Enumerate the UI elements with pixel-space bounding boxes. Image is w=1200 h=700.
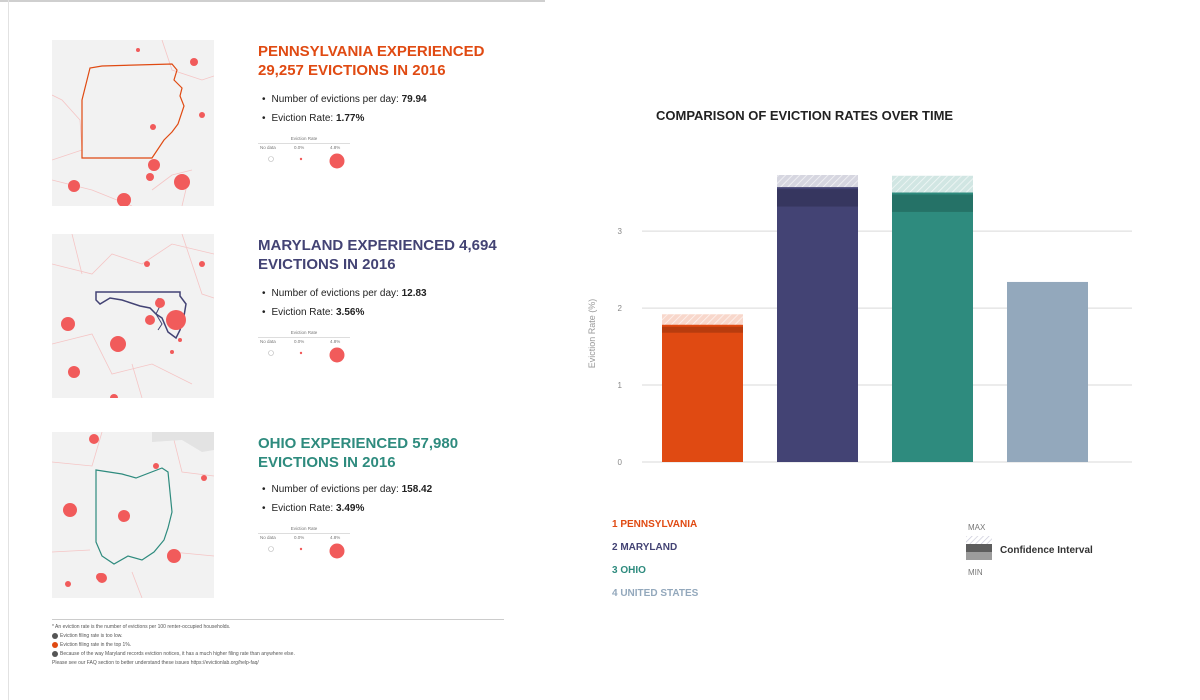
maryland-title: MARYLAND EXPERIENCED 4,694 EVICTIONS IN … xyxy=(258,237,497,273)
eviction-rate-value: 1.77% xyxy=(336,113,365,124)
ci-upper-hatch-3 xyxy=(892,175,973,194)
bar-1 xyxy=(662,325,743,462)
ohio-outline xyxy=(95,467,173,565)
eviction-rate-label: Eviction Rate: xyxy=(271,307,334,318)
eviction-rate-chart: 0 1 2 3 Eviction Rate (%) xyxy=(587,175,1132,467)
rate-legend-low: 0.0% xyxy=(294,145,305,150)
rate-legend-rule xyxy=(258,533,350,534)
ohio-map xyxy=(52,432,214,598)
y-tick-label: 3 xyxy=(618,227,623,236)
eviction-rate-label: Eviction Rate: xyxy=(271,503,334,514)
rate-legend: Eviction Rate No data 0.0% 4.8% xyxy=(258,526,350,566)
y-tick-label: 2 xyxy=(618,304,623,313)
evictions-per-day-value: 158.42 xyxy=(401,484,433,495)
legend-united-states: 4 UNITED STATES xyxy=(612,588,699,599)
evictions-per-day-label: Number of evictions per day: xyxy=(271,94,399,105)
maryland-note-icon xyxy=(52,650,58,657)
footnote-top-filing: Eviction filing rate in the top 1%. xyxy=(52,641,504,650)
rate-legend-low: 0.0% xyxy=(294,339,305,344)
bar-2 xyxy=(777,188,858,463)
low-filing-icon xyxy=(52,632,58,639)
ohio-title: OHIO EXPERIENCED 57,980 EVICTIONS IN 201… xyxy=(258,435,459,471)
pennsylvania-outline xyxy=(81,63,185,159)
eviction-rate-item: Eviction Rate: 3.56% xyxy=(258,303,427,322)
ci-upper-hatch-1 xyxy=(662,314,743,326)
rate-legend-title: Eviction Rate xyxy=(290,330,318,335)
y-tick-label: 1 xyxy=(618,381,623,390)
footnotes: * An eviction rate is the number of evic… xyxy=(52,619,504,668)
ci-lower-3 xyxy=(892,193,973,212)
rate-legend-rule xyxy=(258,337,350,338)
evictions-per-day-item: Number of evictions per day: 12.83 xyxy=(258,284,427,303)
rate-legend-symbols xyxy=(268,543,345,559)
footnote-rate-definition: * An eviction rate is the number of evic… xyxy=(52,624,231,630)
rate-legend-nodata: No data xyxy=(260,339,276,344)
rate-legend-nodata: No data xyxy=(260,535,276,540)
evictions-per-day-item: Number of evictions per day: 79.94 xyxy=(258,90,427,109)
footnote-top-filing-text: Eviction filing rate in the top 1%. xyxy=(60,642,132,648)
pennsylvania-title: PENNSYLVANIA EXPERIENCED 29,257 EVICTION… xyxy=(258,43,485,79)
rate-legend-title: Eviction Rate xyxy=(290,136,318,141)
y-tick-label: 0 xyxy=(618,458,623,467)
bar-4 xyxy=(1007,281,1088,462)
left-border xyxy=(8,0,9,700)
rate-legend-nodata: No data xyxy=(260,145,276,150)
rate-legend-symbols xyxy=(268,347,345,363)
footnote-low-filing-text: Eviction filing rate is too low. xyxy=(60,633,123,639)
ci-lower-2 xyxy=(777,188,858,207)
confidence-interval-title: Confidence Interval xyxy=(1000,545,1093,556)
rate-legend-high: 4.8% xyxy=(330,535,341,540)
ci-upper-hatch-2 xyxy=(777,175,858,189)
bar-3 xyxy=(892,193,973,463)
rate-legend-title: Eviction Rate xyxy=(290,526,318,531)
chart-title: COMPARISON OF EVICTION RATES OVER TIME xyxy=(656,108,954,123)
rate-legend-high: 4.8% xyxy=(330,145,341,150)
eviction-rate-item: Eviction Rate: 1.77% xyxy=(258,109,427,128)
evictions-per-day-label: Number of evictions per day: xyxy=(271,484,399,495)
footnote-maryland-note-text: Because of the way Maryland records evic… xyxy=(60,651,295,657)
eviction-rate-value: 3.56% xyxy=(336,307,365,318)
eviction-rate-value: 3.49% xyxy=(336,503,365,514)
footnote-faq: Please see our FAQ section to better und… xyxy=(52,660,259,666)
y-axis-label: Eviction Rate (%) xyxy=(587,299,597,369)
rate-legend-high: 4.8% xyxy=(330,339,341,344)
evictions-per-day-label: Number of evictions per day: xyxy=(271,288,399,299)
rate-legend-low: 0.0% xyxy=(294,535,305,540)
evictions-per-day-item: Number of evictions per day: 158.42 xyxy=(258,480,433,499)
rate-legend: Eviction Rate No data 0.0% 4.8% xyxy=(258,330,350,370)
ci-lower-1 xyxy=(662,325,743,333)
footnotes-separator xyxy=(52,619,504,620)
eviction-rate-label: Eviction Rate: xyxy=(271,113,334,124)
footnote-maryland-note: Because of the way Maryland records evic… xyxy=(52,650,504,659)
legend-pennsylvania: 1 PENNSYLVANIA xyxy=(612,519,698,530)
evictions-per-day-value: 79.94 xyxy=(401,94,427,105)
confidence-interval-key xyxy=(966,536,992,560)
top-border xyxy=(0,0,545,2)
rate-legend-symbols xyxy=(268,153,345,169)
maryland-stats: Number of evictions per day: 12.83 Evict… xyxy=(258,284,427,322)
maryland-outline xyxy=(95,291,187,340)
footnote-low-filing: Eviction filing rate is too low. xyxy=(52,632,504,641)
pennsylvania-map xyxy=(52,40,214,206)
ohio-stats: Number of evictions per day: 158.42 Evic… xyxy=(258,480,433,518)
maryland-map xyxy=(52,234,214,398)
rate-legend-rule xyxy=(258,143,350,144)
legend-maryland: 2 MARYLAND xyxy=(612,542,678,553)
rate-legend: Eviction Rate No data 0.0% 4.8% xyxy=(258,136,350,176)
evictions-per-day-value: 12.83 xyxy=(401,288,427,299)
top-filing-icon xyxy=(52,641,58,648)
legend-ohio: 3 OHIO xyxy=(612,565,646,576)
eviction-rate-item: Eviction Rate: 3.49% xyxy=(258,499,432,518)
pennsylvania-stats: Number of evictions per day: 79.94 Evict… xyxy=(258,90,427,128)
ci-max-label: MAX xyxy=(968,523,986,532)
ci-min-label: MIN xyxy=(968,568,983,577)
